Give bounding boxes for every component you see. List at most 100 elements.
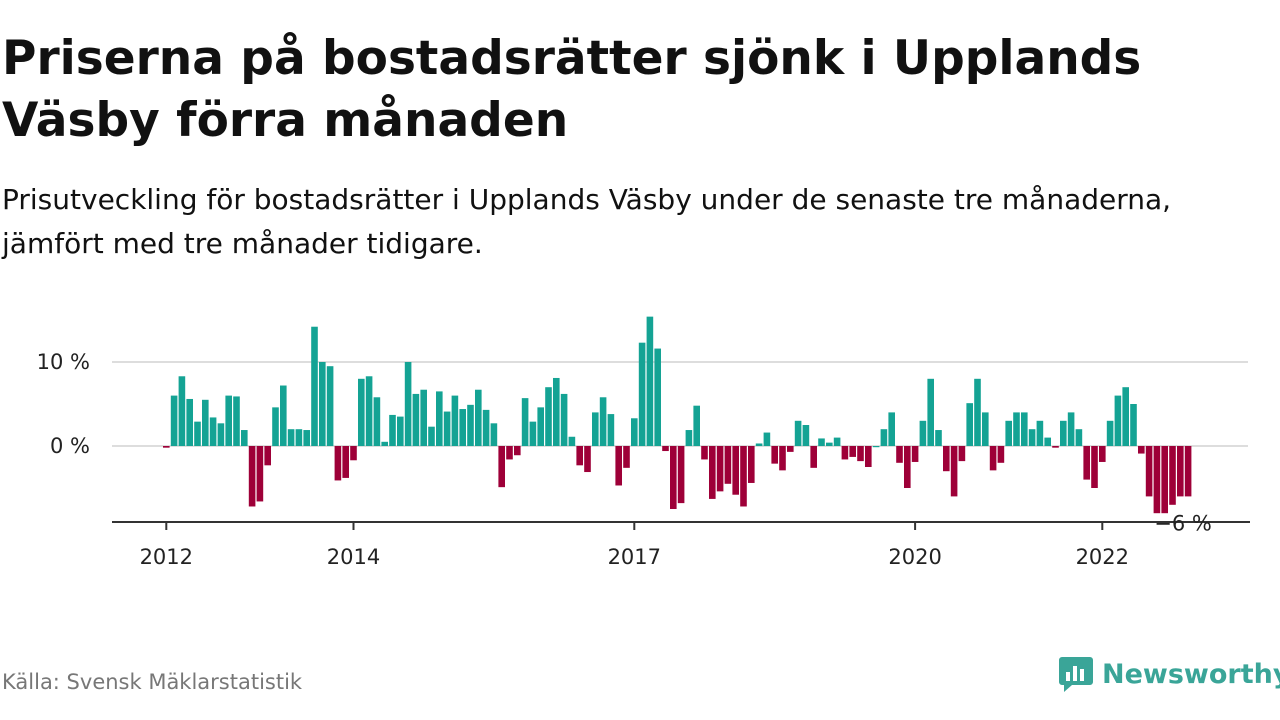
bar — [732, 446, 739, 495]
x-tick-label: 2012 — [140, 545, 193, 569]
bar — [233, 396, 240, 446]
bar — [389, 414, 396, 446]
bar — [459, 409, 466, 446]
bar — [209, 417, 217, 446]
bar — [646, 316, 654, 446]
bar — [178, 376, 186, 446]
bar — [818, 438, 825, 446]
bar — [1083, 446, 1090, 480]
bar — [724, 446, 732, 484]
bar — [272, 407, 279, 446]
bar — [857, 446, 864, 462]
bar — [974, 378, 981, 446]
bar — [982, 412, 989, 446]
bar — [701, 446, 708, 460]
bar — [404, 362, 412, 446]
bar — [248, 446, 256, 507]
bar — [490, 423, 498, 446]
bar — [599, 397, 607, 446]
newsworthy-logo: Newsworthy — [1058, 652, 1280, 696]
bar — [342, 446, 349, 478]
bar — [943, 446, 950, 472]
x-tick-label: 2022 — [1076, 545, 1129, 569]
bar — [295, 429, 303, 446]
bar — [436, 391, 443, 446]
bar — [1067, 412, 1075, 446]
bar — [740, 446, 747, 507]
bar — [631, 418, 638, 446]
bar — [1091, 446, 1098, 488]
bar — [693, 405, 700, 446]
bar — [225, 395, 232, 446]
bar — [186, 398, 193, 446]
bar — [623, 446, 630, 468]
bar — [1177, 446, 1184, 497]
bar — [966, 403, 973, 446]
bar — [607, 414, 615, 446]
last-value-label: −6 % — [1154, 511, 1212, 535]
bar — [241, 430, 248, 446]
bar — [170, 395, 178, 446]
bar — [1028, 429, 1036, 446]
bar — [1130, 404, 1137, 446]
bar — [592, 412, 599, 446]
bar — [1114, 395, 1122, 446]
bar — [163, 446, 170, 448]
bar — [748, 446, 755, 483]
bar — [553, 377, 560, 446]
bar — [896, 446, 903, 463]
x-tick-label: 2020 — [888, 545, 941, 569]
brand-name: Newsworthy — [1102, 658, 1280, 690]
bar — [1013, 412, 1020, 446]
bar — [498, 446, 505, 488]
bar — [514, 446, 521, 456]
x-tick-label: 2014 — [327, 545, 380, 569]
bar — [350, 446, 357, 461]
bar — [482, 409, 490, 446]
bar — [1138, 446, 1145, 454]
bar — [1021, 412, 1028, 446]
bar — [1184, 446, 1192, 497]
bar — [311, 326, 318, 446]
bar — [521, 398, 529, 446]
bar — [319, 362, 326, 446]
bar — [381, 441, 388, 446]
bar — [779, 446, 786, 471]
bar — [833, 437, 841, 446]
bar — [1075, 429, 1083, 446]
bar — [1060, 420, 1067, 446]
bar — [904, 446, 911, 488]
x-tick-label: 2017 — [608, 545, 661, 569]
bar — [560, 393, 568, 446]
bar — [1099, 446, 1106, 462]
bar — [935, 430, 942, 446]
bar — [334, 446, 342, 481]
bar — [397, 416, 404, 446]
bar — [615, 446, 622, 486]
bar — [755, 443, 763, 446]
bar — [537, 407, 544, 446]
bar — [880, 429, 888, 446]
bar — [584, 446, 591, 473]
bar — [997, 446, 1005, 463]
bar — [451, 395, 459, 446]
bar — [810, 446, 817, 468]
bar — [529, 421, 537, 446]
bar — [576, 446, 583, 466]
bar — [217, 423, 225, 446]
bar — [326, 366, 334, 446]
bar — [763, 432, 771, 446]
bar — [1106, 420, 1114, 446]
bar — [1122, 387, 1129, 446]
bar — [841, 446, 849, 460]
bar — [662, 446, 669, 452]
bar — [989, 446, 997, 471]
bar — [771, 446, 778, 464]
bar — [256, 446, 264, 502]
y-tick-label: 10 % — [37, 350, 90, 374]
bar — [716, 446, 724, 492]
bars — [163, 316, 1192, 514]
bar — [1161, 446, 1168, 514]
bar — [638, 342, 646, 446]
